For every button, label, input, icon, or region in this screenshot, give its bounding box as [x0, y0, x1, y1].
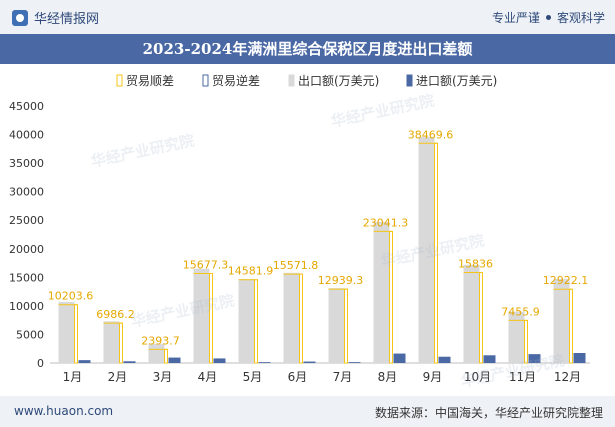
surplus-bar	[299, 273, 303, 364]
top-bar: 华经情报网 专业严谨 客观科学	[0, 0, 615, 34]
brand[interactable]: 华经情报网	[12, 8, 99, 27]
y-tick-label: 40000	[9, 129, 44, 142]
import-bar	[483, 355, 496, 363]
tagline-left: 专业严谨	[491, 11, 540, 25]
surplus-bar	[434, 142, 438, 364]
surplus-bar	[569, 288, 573, 364]
title-bar: 2023-2024年满洲里综合保税区月度进出口差额	[0, 34, 615, 64]
data-label: 12939.3	[318, 274, 364, 287]
export-bar	[328, 288, 345, 363]
import-bar	[393, 353, 406, 363]
import-bar	[348, 362, 361, 363]
import-bar	[528, 354, 541, 363]
data-label: 7455.9	[501, 305, 540, 318]
legend-label-2: 出口额(万美元)	[298, 74, 379, 88]
y-tick-label: 15000	[9, 271, 44, 284]
y-tick-label: 30000	[9, 186, 44, 199]
brand-logo-icon	[12, 9, 28, 26]
y-tick-label: 45000	[9, 100, 44, 113]
y-tick-label: 35000	[9, 157, 44, 170]
data-label: 10203.6	[48, 290, 94, 303]
export-bar	[103, 321, 120, 363]
legend-swatch-1	[202, 74, 209, 87]
x-tick-label: 12月	[554, 370, 581, 384]
import-bar	[168, 357, 181, 363]
y-tick-label: 5000	[16, 328, 44, 341]
export-bar	[58, 301, 75, 363]
y-tick-label: 25000	[9, 214, 44, 227]
bullet-icon	[545, 15, 551, 20]
export-bar	[508, 311, 525, 363]
data-label: 12922.1	[543, 274, 589, 287]
import-bar	[213, 358, 226, 363]
export-bar	[553, 279, 570, 363]
x-tick-label: 11月	[509, 370, 536, 384]
data-label: 15836	[458, 258, 493, 271]
x-tick-label: 3月	[153, 370, 173, 384]
x-tick-label: 4月	[198, 370, 218, 384]
export-bar	[418, 136, 435, 363]
surplus-bar	[209, 272, 213, 364]
tagline-right: 客观科学	[556, 11, 605, 25]
legend-swatch-0	[116, 74, 123, 87]
surplus-bar	[389, 230, 393, 364]
export-bar	[373, 221, 390, 363]
chart-area: 贸易顺差 贸易逆差 出口额(万美元) 进口额(万美元) 0 5000 10000 15000 2…	[9, 73, 590, 384]
surplus-bar	[344, 288, 348, 364]
data-source: 数据来源：中国海关，华经产业研究院整理	[374, 406, 603, 420]
data-label: 14581.9	[228, 265, 274, 278]
import-bar	[303, 361, 316, 363]
export-bar	[193, 268, 210, 363]
data-label: 15571.8	[273, 259, 319, 272]
surplus-bar	[479, 272, 483, 364]
data-label: 38469.6	[408, 128, 454, 141]
footer-bar: www.huaon.com 数据来源：中国海关，华经产业研究院整理	[0, 396, 615, 427]
y-tick-label: 10000	[9, 300, 44, 313]
import-bar	[123, 361, 136, 363]
legend-label-3: 进口额(万美元)	[416, 74, 497, 88]
legend-label-1: 贸易逆差	[212, 73, 260, 88]
surplus-bar	[524, 319, 528, 364]
data-label: 15677.3	[183, 258, 229, 271]
legend-swatch-2	[288, 74, 295, 87]
import-bar	[78, 360, 91, 363]
legend-label-0: 贸易顺差	[126, 74, 174, 88]
data-label: 23041.3	[363, 216, 409, 229]
import-bar	[573, 353, 586, 363]
legend-swatch-3	[406, 74, 413, 87]
export-bar	[238, 279, 255, 363]
x-tick-label: 10月	[464, 370, 491, 384]
import-bar	[438, 356, 451, 363]
tagline: 专业严谨 客观科学	[492, 9, 605, 26]
x-tick-label: 2月	[108, 370, 128, 384]
surplus-bar	[164, 348, 168, 364]
x-tick-label: 8月	[378, 370, 398, 384]
import-bar	[258, 362, 271, 363]
y-tick-label: 20000	[9, 243, 44, 256]
x-tick-label: 9月	[423, 370, 443, 384]
export-bar	[463, 264, 480, 363]
x-tick-label: 7月	[333, 370, 353, 384]
site-link[interactable]: www.huaon.com	[14, 404, 114, 418]
chart-title: 2023-2024年满洲里综合保税区月度进出口差额	[142, 40, 473, 58]
x-tick-label: 1月	[63, 370, 83, 384]
export-bar	[148, 343, 165, 363]
data-label: 6986.2	[96, 308, 135, 321]
surplus-bar	[119, 322, 123, 364]
x-tick-label: 5月	[243, 370, 263, 384]
x-tick-label: 6月	[288, 370, 308, 384]
export-bar	[283, 272, 300, 363]
surplus-bar	[254, 279, 258, 364]
surplus-bar	[74, 304, 78, 364]
brand-name: 华经情报网	[34, 12, 100, 27]
y-tick-label: 0	[37, 357, 44, 370]
data-label: 2393.7	[141, 334, 180, 347]
